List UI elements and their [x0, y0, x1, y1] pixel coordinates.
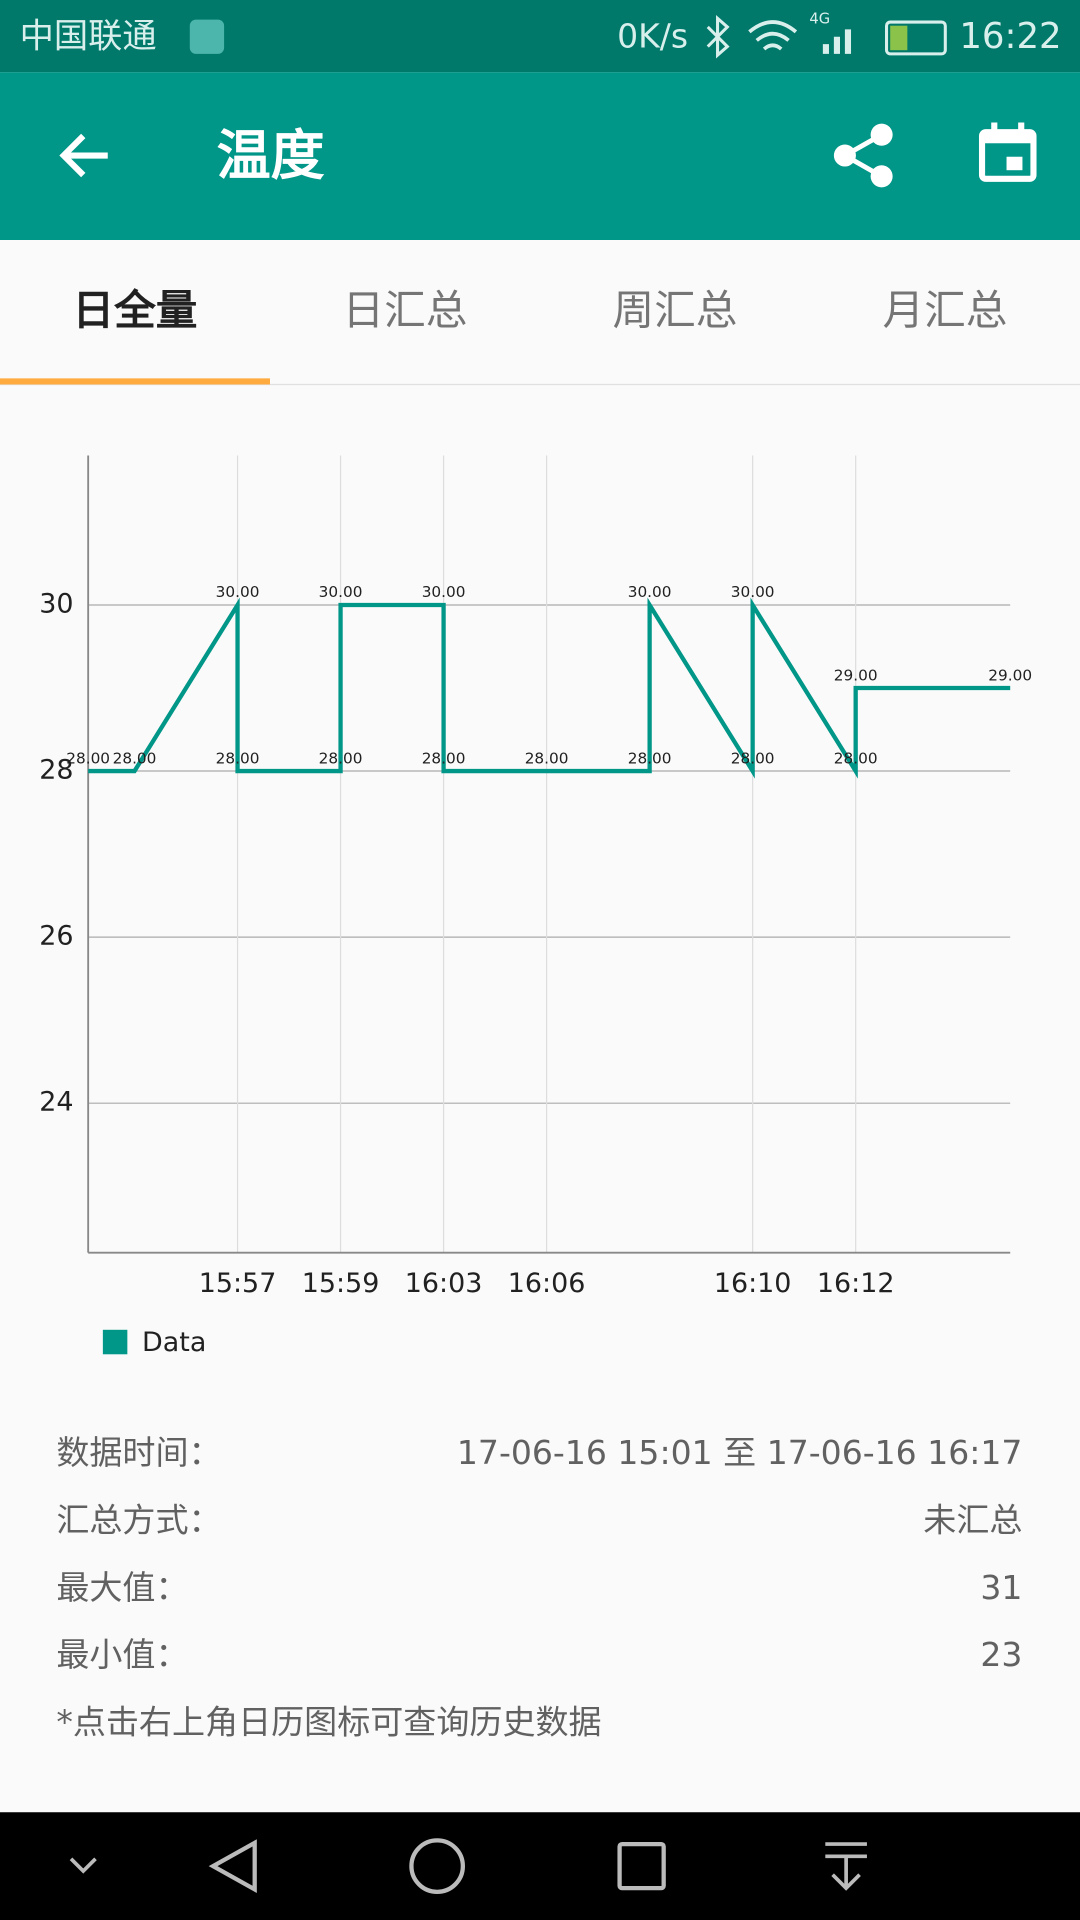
battery-icon	[885, 20, 947, 56]
clock: 16:22	[959, 16, 1061, 57]
data-label: 29.00	[834, 666, 878, 684]
legend-label: Data	[142, 1327, 206, 1358]
x-tick-label: 16:03	[405, 1268, 483, 1299]
data-label: 30.00	[422, 583, 466, 601]
data-label: 28.00	[422, 749, 466, 767]
data-label: 28.00	[731, 749, 775, 767]
nav-bar	[0, 1812, 1080, 1920]
app-bar	[0, 72, 1080, 240]
x-tick-label: 16:10	[714, 1268, 792, 1299]
app-title: 温度	[217, 124, 325, 187]
carrier: 中国联通	[20, 16, 157, 56]
data-label: 28.00	[216, 749, 260, 767]
signal-icon	[822, 29, 852, 54]
data-label: 30.00	[216, 583, 260, 601]
legend-swatch	[102, 1329, 128, 1355]
wifi-icon	[748, 20, 798, 51]
nav-home[interactable]	[409, 1838, 465, 1894]
data-label: 30.00	[731, 583, 775, 601]
y-tick-label: 28	[39, 755, 73, 786]
data-line	[88, 597, 1011, 779]
share-button[interactable]	[833, 123, 893, 188]
x-tick-label: 15:59	[302, 1268, 380, 1299]
data-label: 28.00	[628, 749, 672, 767]
nav-back[interactable]	[208, 1839, 257, 1894]
nav-notify[interactable]	[825, 1842, 867, 1891]
back-button[interactable]	[59, 133, 108, 178]
data-label: 30.00	[319, 583, 363, 601]
tab[interactable]: 月汇总	[883, 285, 1008, 334]
network-type: 4G	[809, 11, 830, 28]
data-label: 30.00	[628, 583, 672, 601]
data-label: 28.00	[66, 749, 110, 767]
net-speed: 0K/s	[617, 16, 688, 55]
nav-hide[interactable]	[69, 1857, 97, 1874]
battery-level	[890, 25, 908, 51]
calendar-button[interactable]	[978, 122, 1037, 182]
y-tick-label: 24	[39, 1087, 73, 1118]
info-note: *点击右上角日历图标可查询历史数据	[56, 1703, 601, 1742]
y-tick-label: 26	[39, 921, 73, 952]
x-tick-label: 16:12	[817, 1268, 895, 1299]
info-label: 最大值：	[56, 1568, 188, 1607]
info-value: 31	[980, 1568, 1022, 1607]
tab[interactable]: 周汇总	[613, 285, 738, 334]
info-value: 23	[980, 1635, 1022, 1674]
info-value: 未汇总	[923, 1501, 1022, 1540]
tab[interactable]: 日全量	[73, 285, 198, 334]
data-label: 28.00	[319, 749, 363, 767]
data-label: 29.00	[988, 666, 1032, 684]
android-icon	[189, 19, 225, 54]
status-bar	[0, 0, 1080, 73]
info-label: 最小值：	[56, 1635, 188, 1674]
info-value: 17-06-16 15:01 至 17-06-16 16:17	[457, 1433, 1023, 1472]
x-tick-label: 16:06	[508, 1268, 586, 1299]
y-tick-label: 30	[39, 588, 73, 619]
tab-indicator	[0, 378, 270, 385]
info-label: 汇总方式：	[56, 1501, 221, 1540]
nav-recent[interactable]	[617, 1841, 666, 1891]
x-tick-label: 15:57	[199, 1268, 277, 1299]
tab-bar	[0, 240, 1080, 385]
tab[interactable]: 日汇总	[343, 285, 468, 334]
data-label: 28.00	[525, 749, 569, 767]
data-label: 28.00	[834, 749, 878, 767]
info-label: 数据时间：	[56, 1433, 221, 1472]
bluetooth-icon	[706, 14, 730, 59]
data-label: 28.00	[113, 749, 157, 767]
